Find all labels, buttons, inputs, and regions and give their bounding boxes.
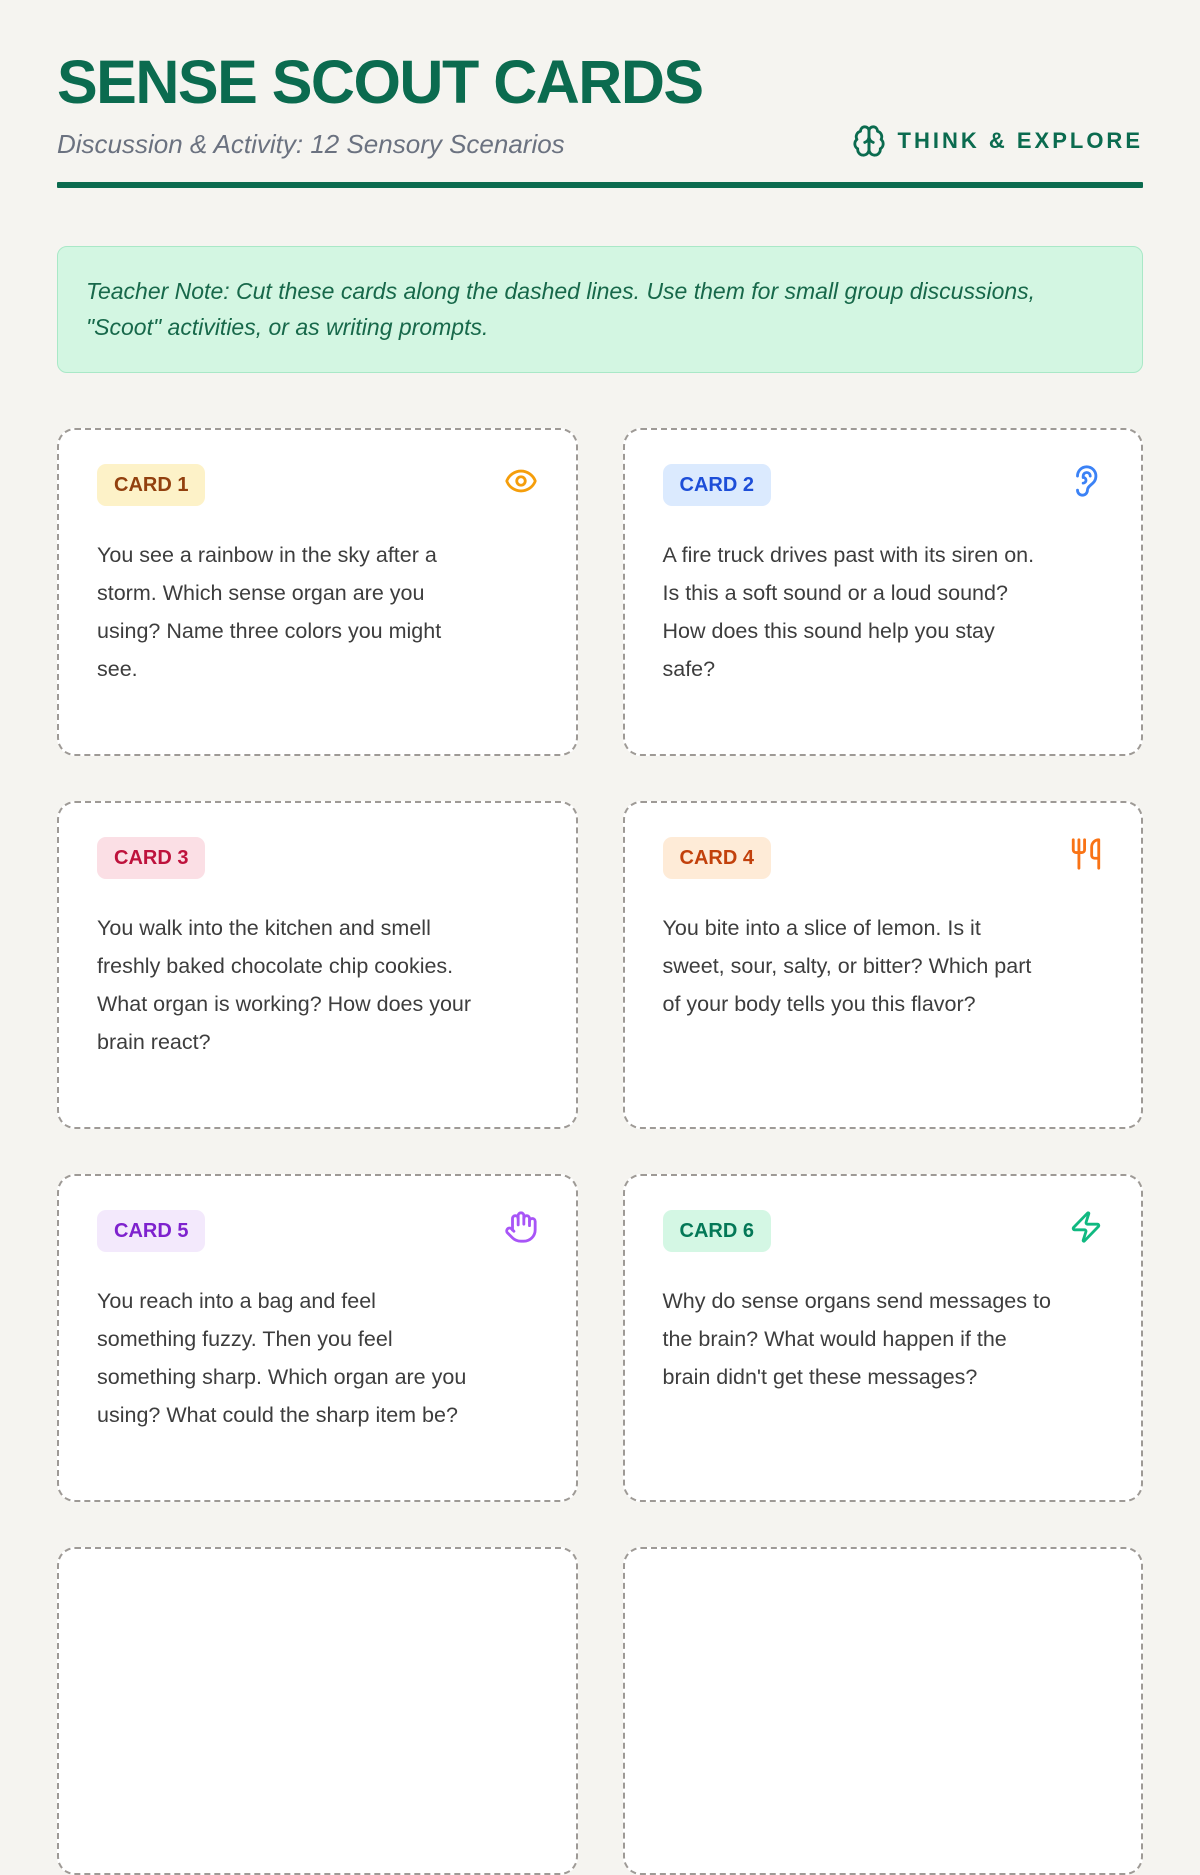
- card-2-text: A fire truck drives past with its siren …: [662, 542, 1035, 682]
- card-3: CARD 3 You walk into the kitchen and sme…: [57, 800, 578, 1129]
- card-5-text: You reach into a bag and feel something …: [97, 1288, 467, 1428]
- header-text-block: SENSE SCOUT CARDS Discussion & Activity:…: [57, 48, 704, 160]
- brand-logo: THINK & EXPLORE: [852, 124, 1143, 160]
- cards-grid: CARD 1 You see a rainbow in the sky afte…: [57, 427, 1143, 1875]
- card-6-text: Why do sense organs send messages to the…: [662, 1288, 1051, 1390]
- card-2: CARD 2 A fire truck drives past with its…: [622, 427, 1143, 756]
- card-6-badge: CARD 6: [662, 1209, 771, 1252]
- card-8: [622, 1546, 1143, 1875]
- header-divider: [57, 181, 1143, 188]
- header: SENSE SCOUT CARDS Discussion & Activity:…: [57, 50, 1143, 160]
- card-4-header: CARD 4: [662, 836, 1104, 879]
- hand-icon: [504, 1210, 538, 1244]
- card-4: CARD 4 You bite into a slice of lemon. I…: [622, 800, 1143, 1129]
- card-1: CARD 1 You see a rainbow in the sky afte…: [57, 427, 578, 756]
- card-7: [57, 1546, 578, 1875]
- card-1-text: You see a rainbow in the sky after a sto…: [97, 542, 442, 682]
- zap-icon: [1069, 1210, 1103, 1244]
- page-title: SENSE SCOUT CARDS: [57, 48, 704, 116]
- card-4-badge: CARD 4: [662, 836, 771, 879]
- card-2-badge: CARD 2: [662, 463, 771, 506]
- brain-icon: [852, 124, 886, 158]
- ear-icon: [1069, 464, 1103, 498]
- card-5-header: CARD 5: [97, 1209, 538, 1252]
- teacher-note: Teacher Note: Cut these cards along the …: [57, 245, 1143, 373]
- card-6-header: CARD 6: [662, 1209, 1104, 1252]
- card-4-text: You bite into a slice of lemon. Is it sw…: [662, 915, 1032, 1017]
- card-2-header: CARD 2: [662, 463, 1104, 506]
- page-subtitle: Discussion & Activity: 12 Sensory Scenar…: [57, 129, 565, 160]
- card-3-header: CARD 3: [97, 836, 538, 879]
- brand-name: THINK & EXPLORE: [897, 127, 1143, 153]
- card-1-badge: CARD 1: [97, 463, 206, 506]
- card-5-badge: CARD 5: [97, 1209, 206, 1252]
- card-6: CARD 6 Why do sense organs send messages…: [622, 1173, 1143, 1502]
- card-1-header: CARD 1: [97, 463, 538, 506]
- card-3-badge: CARD 3: [97, 836, 206, 879]
- utensils-icon: [1069, 837, 1103, 871]
- card-5: CARD 5 You reach into a bag and feel som…: [57, 1173, 578, 1502]
- card-3-text: You walk into the kitchen and smell fres…: [97, 915, 472, 1055]
- eye-icon: [504, 464, 538, 498]
